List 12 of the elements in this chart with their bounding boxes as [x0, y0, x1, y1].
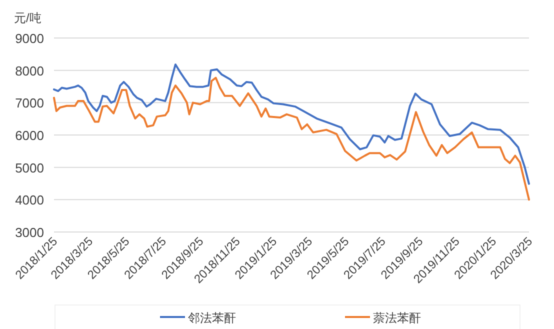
y-tick-label: 7000	[15, 96, 44, 111]
line-series	[53, 76, 530, 201]
y-tick-label: 9000	[15, 31, 44, 46]
legend-label: 邻法苯酐	[188, 311, 236, 325]
y-tick-label: 4000	[15, 192, 44, 208]
y-tick-label: 6000	[15, 128, 44, 143]
y-axis-title: 元/吨	[14, 11, 42, 25]
y-tick-label: 8000	[15, 63, 44, 78]
legend-label: 萘法苯酐	[373, 311, 421, 325]
y-tick-label: 5000	[15, 160, 44, 176]
line-series	[53, 64, 530, 185]
y-tick-label: 3000	[15, 225, 44, 240]
